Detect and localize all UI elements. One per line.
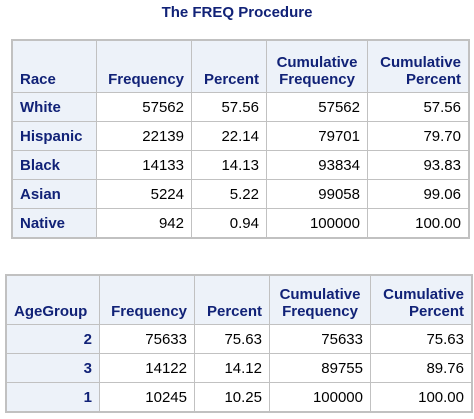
percent-cell: 0.94 (192, 209, 266, 237)
cumulative-percent-cell: 100.00 (368, 209, 468, 237)
table-row: Hispanic 22139 22.14 79701 79.70 (13, 122, 468, 150)
row-label: Black (13, 151, 96, 179)
cumulative-frequency-cell: 57562 (267, 93, 367, 121)
cumulative-frequency-column-header: Cumulative Frequency (270, 276, 370, 324)
header-row: AgeGroup Frequency Percent Cumulative Fr… (7, 276, 471, 324)
percent-column-header: Percent (192, 41, 266, 92)
header-line-1: Cumulative (279, 286, 361, 303)
header-row: Race Frequency Percent Cumulative Freque… (13, 41, 468, 92)
frequency-cell: 5224 (97, 180, 191, 208)
header-line-2: Percent (405, 71, 461, 88)
race-frequency-table: Race Frequency Percent Cumulative Freque… (11, 39, 470, 239)
row-label: White (13, 93, 96, 121)
frequency-cell: 75633 (100, 325, 194, 353)
header-line-1: Cumulative (276, 54, 358, 71)
header-line-1: Cumulative (380, 54, 461, 71)
cumulative-percent-cell: 79.70 (368, 122, 468, 150)
row-label: 1 (7, 383, 99, 411)
procedure-title: The FREQ Procedure (161, 4, 313, 21)
row-label: 2 (7, 325, 99, 353)
frequency-cell: 10245 (100, 383, 194, 411)
cumulative-frequency-cell: 100000 (270, 383, 370, 411)
frequency-cell: 14133 (97, 151, 191, 179)
cumulative-percent-cell: 57.56 (368, 93, 468, 121)
frequency-column-header: Frequency (100, 276, 194, 324)
table-row: 1 10245 10.25 100000 100.00 (7, 383, 471, 411)
cumulative-percent-cell: 75.63 (371, 325, 471, 353)
cumulative-frequency-cell: 89755 (270, 354, 370, 382)
percent-cell: 22.14 (192, 122, 266, 150)
row-label: Asian (13, 180, 96, 208)
row-label: Hispanic (13, 122, 96, 150)
percent-cell: 5.22 (192, 180, 266, 208)
frequency-cell: 22139 (97, 122, 191, 150)
table-row: White 57562 57.56 57562 57.56 (13, 93, 468, 121)
percent-cell: 57.56 (192, 93, 266, 121)
table-row: Black 14133 14.13 93834 93.83 (13, 151, 468, 179)
frequency-cell: 57562 (97, 93, 191, 121)
cumulative-percent-column-header: Cumulative Percent (371, 276, 471, 324)
percent-cell: 75.63 (195, 325, 269, 353)
cumulative-frequency-cell: 79701 (267, 122, 367, 150)
cumulative-frequency-column-header: Cumulative Frequency (267, 41, 367, 92)
header-line-2: Frequency (279, 71, 355, 88)
cumulative-percent-cell: 100.00 (371, 383, 471, 411)
row-label: Native (13, 209, 96, 237)
cumulative-percent-cell: 99.06 (368, 180, 468, 208)
frequency-column-header: Frequency (97, 41, 191, 92)
cumulative-frequency-cell: 75633 (270, 325, 370, 353)
cumulative-frequency-cell: 93834 (267, 151, 367, 179)
table-row: 2 75633 75.63 75633 75.63 (7, 325, 471, 353)
table-row: Asian 5224 5.22 99058 99.06 (13, 180, 468, 208)
cumulative-frequency-cell: 99058 (267, 180, 367, 208)
frequency-cell: 942 (97, 209, 191, 237)
agegroup-frequency-table: AgeGroup Frequency Percent Cumulative Fr… (5, 274, 473, 413)
header-line-1: Cumulative (383, 286, 464, 303)
cumulative-percent-column-header: Cumulative Percent (368, 41, 468, 92)
percent-cell: 14.13 (192, 151, 266, 179)
percent-cell: 14.12 (195, 354, 269, 382)
percent-cell: 10.25 (195, 383, 269, 411)
header-line-2: Percent (408, 303, 464, 320)
percent-column-header: Percent (195, 276, 269, 324)
header-line-2: Frequency (282, 303, 358, 320)
cumulative-frequency-cell: 100000 (267, 209, 367, 237)
agegroup-column-header: AgeGroup (7, 276, 99, 324)
table-row: Native 942 0.94 100000 100.00 (13, 209, 468, 237)
frequency-cell: 14122 (100, 354, 194, 382)
cumulative-percent-cell: 93.83 (368, 151, 468, 179)
row-label: 3 (7, 354, 99, 382)
cumulative-percent-cell: 89.76 (371, 354, 471, 382)
table-row: 3 14122 14.12 89755 89.76 (7, 354, 471, 382)
race-column-header: Race (13, 41, 96, 92)
